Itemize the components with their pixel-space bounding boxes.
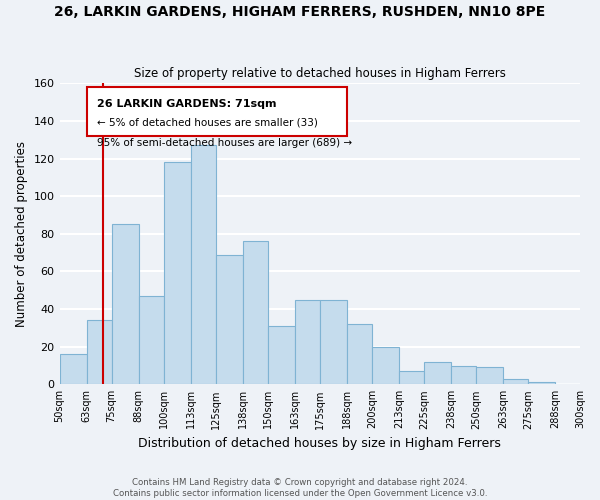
Bar bbox=[528, 382, 555, 384]
Bar bbox=[503, 378, 528, 384]
Bar bbox=[372, 346, 399, 385]
Bar bbox=[243, 242, 268, 384]
Bar bbox=[451, 366, 476, 384]
Text: Contains HM Land Registry data © Crown copyright and database right 2024.
Contai: Contains HM Land Registry data © Crown c… bbox=[113, 478, 487, 498]
Bar bbox=[191, 146, 215, 384]
Text: 95% of semi-detached houses are larger (689) →: 95% of semi-detached houses are larger (… bbox=[97, 138, 352, 148]
Title: Size of property relative to detached houses in Higham Ferrers: Size of property relative to detached ho… bbox=[134, 66, 506, 80]
Bar bbox=[86, 320, 112, 384]
Bar bbox=[399, 371, 424, 384]
Bar bbox=[295, 300, 320, 384]
Bar bbox=[59, 354, 86, 384]
Bar bbox=[320, 300, 347, 384]
Bar bbox=[215, 254, 243, 384]
X-axis label: Distribution of detached houses by size in Higham Ferrers: Distribution of detached houses by size … bbox=[139, 437, 501, 450]
Y-axis label: Number of detached properties: Number of detached properties bbox=[15, 141, 28, 327]
Bar bbox=[139, 296, 164, 384]
Text: 26 LARKIN GARDENS: 71sqm: 26 LARKIN GARDENS: 71sqm bbox=[97, 99, 277, 109]
Bar bbox=[347, 324, 372, 384]
Bar bbox=[164, 162, 191, 384]
Bar bbox=[268, 326, 295, 384]
Text: 26, LARKIN GARDENS, HIGHAM FERRERS, RUSHDEN, NN10 8PE: 26, LARKIN GARDENS, HIGHAM FERRERS, RUSH… bbox=[55, 5, 545, 19]
FancyBboxPatch shape bbox=[86, 87, 347, 136]
Bar bbox=[112, 224, 139, 384]
Text: ← 5% of detached houses are smaller (33): ← 5% of detached houses are smaller (33) bbox=[97, 118, 318, 128]
Bar bbox=[476, 368, 503, 384]
Bar bbox=[424, 362, 451, 384]
